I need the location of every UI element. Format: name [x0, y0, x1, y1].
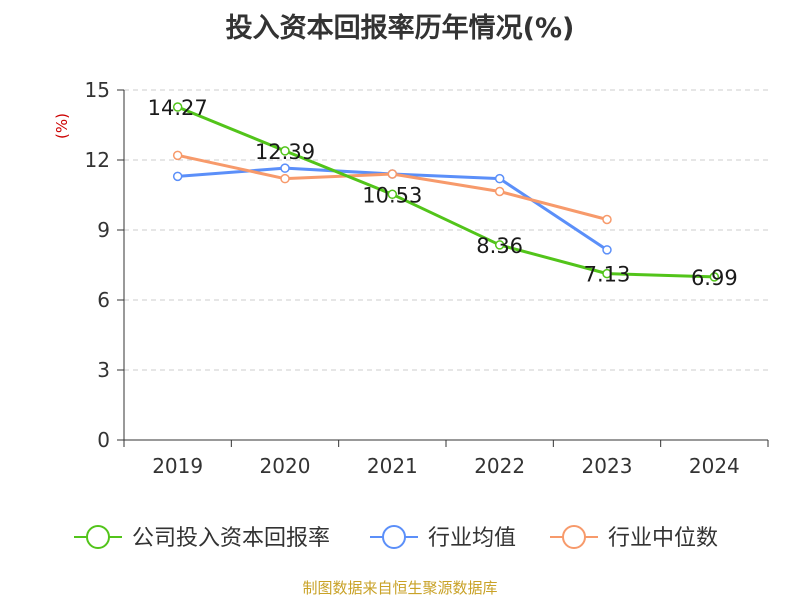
x-tick-label-2022: 2022 [474, 454, 525, 478]
data-label-2020: 12.39 [255, 140, 315, 164]
x-tick-label-2021: 2021 [367, 454, 418, 478]
data-point-0-2022 [494, 240, 505, 250]
legend-item-2: 行业中位数 [550, 525, 718, 551]
y-tick-label-15: 15 [85, 78, 110, 102]
x-tick-label-2023: 2023 [582, 454, 633, 478]
data-point-1-2022 [494, 173, 505, 184]
data-point-2-2022 [494, 186, 505, 197]
y-axis-unit-label: (%) [53, 113, 71, 139]
legend: 公司投入资本回报率 行业均值 行业中位数 [74, 525, 718, 551]
series-lines [172, 102, 720, 282]
data-label-2024: 6.99 [691, 266, 738, 290]
data-point-2-2023 [602, 214, 612, 225]
data-point-1-2020 [280, 163, 290, 173]
series-0 [172, 102, 720, 282]
y-tick-label-0: 0 [97, 428, 110, 452]
source-footer: 制图数据来自恒生聚源数据库 [302, 579, 498, 597]
data-label-2019: 14.27 [148, 96, 208, 120]
data-point-0-2024 [709, 272, 720, 282]
legend-label-2: 行业中位数 [608, 526, 718, 551]
y-tick-label-9: 9 [97, 218, 110, 242]
data-label-2023: 7.13 [584, 263, 631, 287]
data-label-2022: 8.36 [476, 234, 523, 258]
legend-marker-1 [382, 525, 406, 549]
data-labels: 14.27 12.39 10.53 8.36 7.13 6.99 [148, 96, 738, 290]
chart-title: 投入资本回报率历年情况(%) [225, 13, 575, 44]
data-point-1-2023 [602, 245, 612, 255]
data-point-1-2019 [172, 171, 183, 182]
gridlines [124, 89, 768, 371]
data-label-2021: 10.53 [362, 183, 422, 207]
legend-marker-0 [86, 525, 110, 549]
data-point-0-2023 [602, 268, 612, 279]
series-line-1 [177, 166, 608, 252]
series-2 [172, 150, 612, 225]
series-line-0 [177, 105, 715, 279]
data-point-2-2021 [387, 169, 398, 179]
legend-label-1: 行业均值 [428, 526, 516, 551]
legend-label-0: 公司投入资本回报率 [132, 526, 330, 551]
axes: 0 3 6 9 12 15 2019 2020 2021 2022 2023 2024 [85, 78, 769, 478]
y-tick-label-6: 6 [97, 288, 110, 312]
legend-item-0: 公司投入资本回报率 [74, 525, 330, 551]
y-tick-label-12: 12 [85, 148, 110, 172]
legend-item-1: 行业均值 [370, 525, 516, 551]
x-tick-label-2019: 2019 [152, 454, 203, 478]
data-point-0-2020 [280, 146, 290, 156]
data-point-2-2019 [172, 150, 183, 161]
data-point-2-2020 [280, 173, 290, 184]
y-tick-label-3: 3 [97, 358, 110, 382]
x-tick-label-2020: 2020 [260, 454, 311, 478]
data-point-0-2021 [387, 189, 398, 200]
legend-marker-2 [562, 525, 586, 549]
x-tick-label-2024: 2024 [689, 454, 740, 478]
data-point-0-2019 [172, 102, 183, 112]
